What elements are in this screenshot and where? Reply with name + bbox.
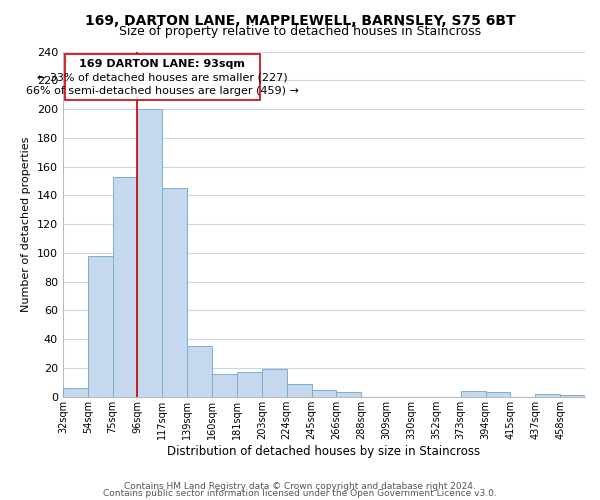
Bar: [262, 370, 287, 397]
Bar: [163, 188, 187, 397]
Text: 169, DARTON LANE, MAPPLEWELL, BARNSLEY, S75 6BT: 169, DARTON LANE, MAPPLEWELL, BARNSLEY, …: [85, 14, 515, 28]
Bar: [560, 396, 585, 397]
Bar: [337, 392, 361, 397]
X-axis label: Distribution of detached houses by size in Staincross: Distribution of detached houses by size …: [167, 444, 481, 458]
Text: Contains HM Land Registry data © Crown copyright and database right 2024.: Contains HM Land Registry data © Crown c…: [124, 482, 476, 491]
Text: Contains public sector information licensed under the Open Government Licence v3: Contains public sector information licen…: [103, 489, 497, 498]
Bar: [535, 394, 560, 397]
Bar: [65, 54, 260, 100]
Bar: [237, 372, 262, 397]
Bar: [311, 390, 337, 397]
Text: ← 33% of detached houses are smaller (227): ← 33% of detached houses are smaller (22…: [37, 72, 287, 83]
Bar: [461, 391, 485, 397]
Text: Size of property relative to detached houses in Staincross: Size of property relative to detached ho…: [119, 25, 481, 38]
Bar: [137, 109, 163, 397]
Bar: [485, 392, 511, 397]
Y-axis label: Number of detached properties: Number of detached properties: [21, 136, 31, 312]
Bar: [113, 176, 137, 397]
Text: 169 DARTON LANE: 93sqm: 169 DARTON LANE: 93sqm: [79, 58, 245, 68]
Bar: [63, 388, 88, 397]
Bar: [212, 374, 237, 397]
Bar: [88, 256, 113, 397]
Bar: [287, 384, 311, 397]
Bar: [187, 346, 212, 397]
Text: 66% of semi-detached houses are larger (459) →: 66% of semi-detached houses are larger (…: [26, 86, 299, 96]
